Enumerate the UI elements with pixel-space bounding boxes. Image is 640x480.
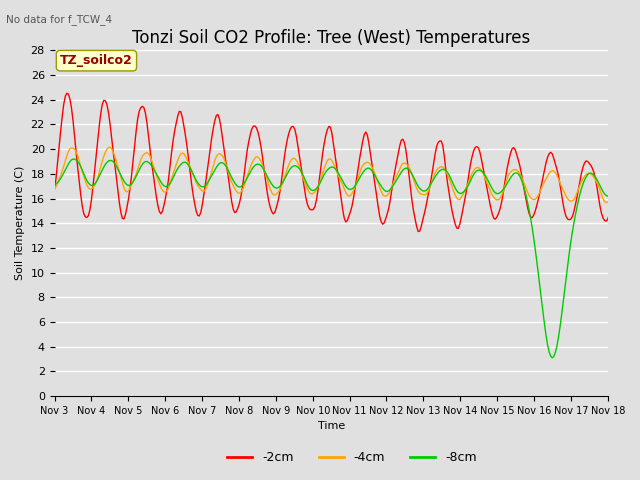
Title: Tonzi Soil CO2 Profile: Tree (West) Temperatures: Tonzi Soil CO2 Profile: Tree (West) Temp… bbox=[132, 29, 531, 48]
Y-axis label: Soil Temperature (C): Soil Temperature (C) bbox=[15, 166, 25, 280]
Legend: -2cm, -4cm, -8cm: -2cm, -4cm, -8cm bbox=[222, 446, 482, 469]
X-axis label: Time: Time bbox=[317, 421, 345, 432]
Text: No data for f_TCW_4: No data for f_TCW_4 bbox=[6, 14, 113, 25]
Text: TZ_soilco2: TZ_soilco2 bbox=[60, 54, 133, 67]
